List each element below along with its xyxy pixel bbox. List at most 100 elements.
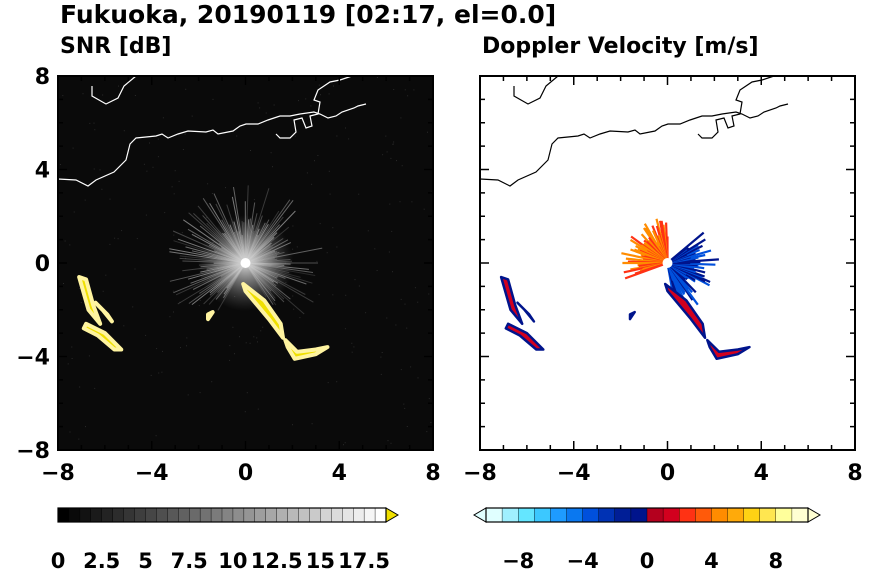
snr-noise-speck xyxy=(380,373,382,375)
velocity-colorbar-tick-label: −8 xyxy=(502,549,534,570)
snr-noise-speck xyxy=(328,93,330,95)
snr-noise-speck xyxy=(414,287,416,289)
velocity-echo-4 xyxy=(628,310,636,321)
snr-noise-speck xyxy=(94,387,96,389)
snr-noise-speck xyxy=(386,151,388,153)
snr-ray xyxy=(213,193,246,264)
snr-noise-speck xyxy=(225,187,226,189)
snr-ray xyxy=(245,262,267,298)
snr-noise-speck xyxy=(178,180,180,182)
snr-ray xyxy=(169,251,246,264)
snr-ray xyxy=(197,205,246,264)
snr-noise-speck xyxy=(72,147,74,149)
snr-noise-speck xyxy=(393,141,395,143)
snr-ray xyxy=(245,228,260,264)
snr-noise-speck xyxy=(320,94,321,96)
snr-noise-speck xyxy=(69,431,71,433)
snr-colorbar-cell xyxy=(331,507,343,523)
snr-noise-speck xyxy=(162,350,163,352)
snr-noise-speck xyxy=(249,342,251,344)
snr-noise-speck xyxy=(158,372,160,374)
velocity-colorbar-extend-low xyxy=(473,507,487,523)
snr-ray xyxy=(245,262,272,292)
snr-colorbar-cell xyxy=(123,507,136,523)
snr-ray xyxy=(245,224,254,264)
snr-noise-speck xyxy=(67,363,69,365)
snr-noise-speck xyxy=(328,170,330,172)
snr-noise-speck xyxy=(149,142,150,144)
snr-colorbar-tick-label: 2.5 xyxy=(83,549,120,570)
snr-ray xyxy=(245,224,280,264)
snr-noise-speck xyxy=(62,95,64,97)
snr-noise-speck xyxy=(245,342,247,344)
snr-ray xyxy=(245,262,314,303)
snr-ray xyxy=(245,262,307,285)
snr-noise-speck xyxy=(385,135,387,137)
snr-ray xyxy=(200,262,246,278)
velocity-ray-approaching xyxy=(624,261,668,280)
snr-noise-speck xyxy=(114,237,116,239)
velocity-colorbar-cell xyxy=(743,507,761,523)
snr-noise-speck xyxy=(71,358,73,359)
snr-noise-speck xyxy=(171,186,173,188)
snr-noise-speck xyxy=(401,165,403,167)
snr-noise-speck xyxy=(399,201,401,203)
snr-ray xyxy=(245,262,291,265)
snr-colorbar-cell xyxy=(199,507,212,523)
snr-noise-speck xyxy=(157,138,159,140)
snr-ray xyxy=(191,233,246,264)
snr-ray xyxy=(245,188,270,264)
snr-noise-speck xyxy=(167,135,169,137)
snr-noise-speck xyxy=(262,326,264,328)
snr-ray xyxy=(208,262,246,305)
snr-ray xyxy=(245,262,301,278)
snr-noise-speck xyxy=(71,346,73,348)
snr-noise-speck xyxy=(156,348,158,350)
snr-ray xyxy=(245,222,266,264)
velocity-colorbar-cell xyxy=(614,507,632,523)
snr-ray xyxy=(245,262,285,300)
velocity-colorbar-cell xyxy=(485,507,503,523)
vel-coastline-2 xyxy=(513,75,559,105)
snr-ray xyxy=(177,262,246,305)
snr-ray xyxy=(209,203,246,264)
snr-noise-speck xyxy=(344,442,346,444)
snr-ray xyxy=(245,199,294,264)
velocity-colorbar-cell xyxy=(662,507,680,523)
snr-noise-speck xyxy=(306,172,308,174)
snr-ray xyxy=(187,262,246,280)
snr-ray xyxy=(233,221,246,264)
snr-noise-speck xyxy=(351,342,353,344)
snr-noise-speck xyxy=(186,345,187,347)
snr-noise-speck xyxy=(184,133,186,135)
snr-noise-speck xyxy=(417,377,419,379)
snr-noise-speck xyxy=(410,366,412,368)
velocity-panel-title: Doppler Velocity [m/s] xyxy=(482,34,759,59)
snr-noise-speck xyxy=(382,154,384,156)
snr-noise-speck xyxy=(169,316,171,318)
snr-ray xyxy=(188,212,246,264)
snr-noise-speck xyxy=(123,130,125,132)
snr-noise-speck xyxy=(257,102,259,104)
snr-noise-speck xyxy=(336,381,338,383)
snr-colorbar-cell xyxy=(363,507,376,523)
snr-ytick-label: −8 xyxy=(16,439,50,464)
snr-colorbar-cell xyxy=(342,507,354,523)
snr-noise-speck xyxy=(198,305,200,307)
snr-noise-speck xyxy=(99,169,101,171)
snr-noise-speck xyxy=(250,150,251,151)
snr-ray xyxy=(231,196,246,264)
snr-ray xyxy=(245,251,280,264)
snr-noise-speck xyxy=(270,152,272,154)
snr-noise-speck xyxy=(118,85,119,87)
snr-noise-speck xyxy=(358,285,360,287)
snr-panel: −8 −4 0 4 8 8 4 0 −4 −8 xyxy=(16,65,440,486)
vel-xtick-label: 0 xyxy=(660,461,675,486)
velocity-colorbar-cell xyxy=(646,507,664,523)
snr-ray xyxy=(209,262,246,294)
snr-noise-speck xyxy=(84,199,86,201)
snr-noise-speck xyxy=(192,231,194,233)
snr-noise-speck xyxy=(181,232,183,234)
snr-noise-speck xyxy=(345,294,347,296)
snr-ray xyxy=(190,262,246,284)
